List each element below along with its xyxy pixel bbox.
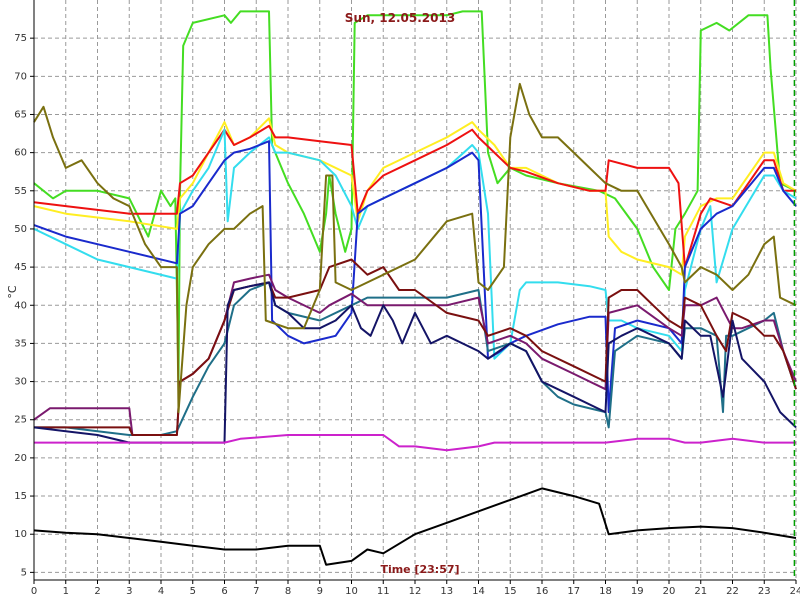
x-tick-label: 5: [190, 586, 196, 597]
x-tick-label: 13: [440, 586, 453, 597]
x-tick-label: 15: [504, 586, 517, 597]
y-tick-label: 45: [14, 262, 27, 273]
x-tick-label: 18: [599, 586, 612, 597]
y-tick-label: 50: [14, 224, 27, 235]
x-tick-label: 24: [790, 586, 800, 597]
x-tick-label: 22: [726, 586, 739, 597]
y-tick-label: 40: [14, 300, 27, 311]
series-line-3: [33, 124, 796, 269]
x-tick-label: 9: [317, 586, 323, 597]
x-tick-label: 2: [94, 586, 100, 597]
y-tick-label: 25: [14, 415, 27, 426]
y-tick-label: 55: [14, 186, 27, 197]
series-line-9: [33, 281, 797, 444]
series-line-5: [33, 140, 797, 414]
chart-title: Sun, 12.05.2013: [345, 11, 455, 25]
x-tick-label: 21: [694, 586, 707, 597]
y-tick-label: 20: [14, 453, 27, 464]
x-tick-label: 17: [567, 586, 580, 597]
x-tick-label: 7: [253, 586, 259, 597]
series-line-10: [33, 82, 797, 414]
x-tick-label: 19: [631, 586, 644, 597]
y-tick-label: 75: [14, 33, 27, 44]
x-tick-label: 8: [285, 586, 291, 597]
series-line-11: [34, 434, 796, 452]
x-tick-label: 4: [158, 586, 164, 597]
y-tick-label: 30: [14, 377, 27, 388]
axes: 0 1 2 3 4 5 6 7 8 9 10 11 12 13 14 15 16 17 18 19 20 21 22 23 24…: [14, 0, 800, 597]
y-tick-label: 35: [14, 338, 27, 349]
x-tick-label: 6: [221, 586, 227, 597]
y-tick-label: 65: [14, 109, 27, 120]
x-tick-label: 20: [663, 586, 676, 597]
x-tick-label: 11: [377, 586, 390, 597]
x-tick-label: 0: [31, 586, 37, 597]
series-lines: [33, 10, 797, 566]
x-tick-label: 23: [758, 586, 771, 597]
x-tick-label: 3: [126, 586, 132, 597]
y-tick-label: 70: [14, 71, 27, 82]
x-axis-label: Time [23:57]: [380, 563, 459, 576]
y-tick-label: 15: [14, 491, 27, 502]
series-line-12: [33, 487, 797, 566]
y-tick-label: 5: [21, 567, 27, 578]
x-tick-label: 1: [63, 586, 69, 597]
x-tick-label: 14: [472, 586, 485, 597]
y-axis-label: °C: [6, 285, 19, 299]
x-tick-label: 10: [345, 586, 358, 597]
y-tick-label: 60: [14, 148, 27, 159]
x-tick-label: 16: [536, 586, 549, 597]
y-tick-label: 10: [14, 529, 27, 540]
x-tick-label: 12: [409, 586, 422, 597]
series-line-8: [34, 258, 797, 436]
